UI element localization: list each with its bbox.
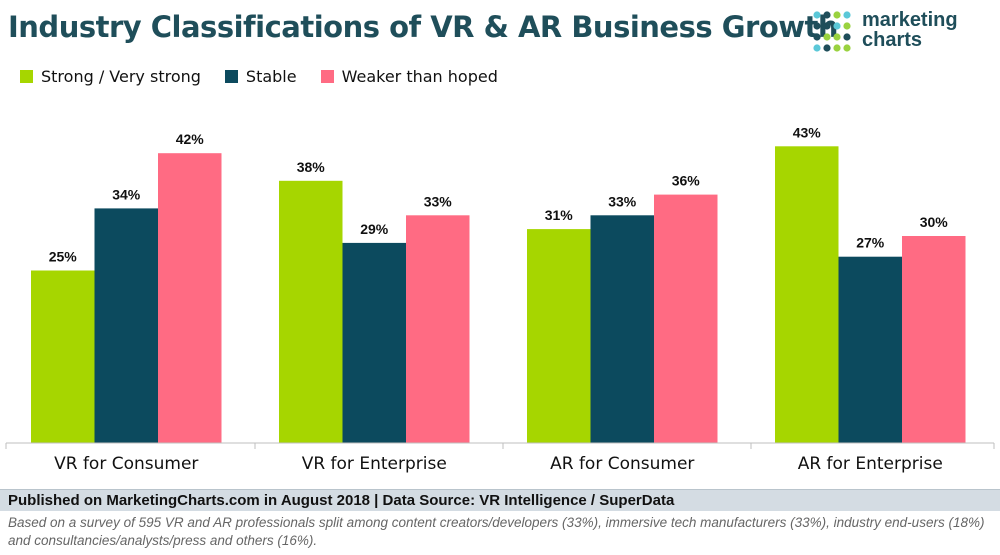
legend-swatch-weaker <box>320 69 334 83</box>
bar <box>527 229 591 443</box>
data-label: 42% <box>176 131 205 147</box>
data-label: 25% <box>49 249 78 265</box>
logo-dot <box>823 33 831 41</box>
data-label: 38% <box>297 159 326 175</box>
logo-dot <box>823 22 831 30</box>
x-tick-label: VR for Consumer <box>54 454 198 474</box>
legend-swatch-stable <box>224 69 238 83</box>
logo-dot <box>813 44 821 52</box>
footer-note: Based on a survey of 595 VR and AR profe… <box>8 515 985 548</box>
bar-chart: 25% 34% 42% VR for Consumer 38% 29% 33% VR for … <box>5 124 995 474</box>
logo-dot <box>843 22 851 30</box>
logo-dot <box>843 33 851 41</box>
data-label: 34% <box>112 186 141 202</box>
logo-dot <box>813 22 821 30</box>
data-label: 27% <box>856 235 885 251</box>
legend-item-strong: Strong / Very strong <box>20 67 201 86</box>
data-label: 43% <box>793 124 822 140</box>
logo-dot <box>843 44 851 52</box>
data-label: 36% <box>672 173 701 189</box>
bar <box>279 180 343 444</box>
bar <box>94 208 158 443</box>
logo-dot <box>813 11 821 19</box>
bar <box>406 215 470 443</box>
bar <box>775 146 839 444</box>
bar <box>838 256 902 443</box>
legend-item-weaker: Weaker than hoped <box>320 66 498 86</box>
legend-label-weaker: Weaker than hoped <box>341 66 498 86</box>
logo-dot <box>823 44 831 52</box>
legend: Strong / Very strong Stable Weaker than … <box>20 66 522 86</box>
logo-dot <box>833 44 841 52</box>
x-tick-label: AR for Consumer <box>550 454 694 474</box>
marketingcharts-logo: marketing charts <box>812 8 997 60</box>
logo-dot <box>843 11 851 19</box>
x-tick-label: AR for Enterprise <box>798 454 943 474</box>
logo-dots-icon <box>813 11 851 52</box>
legend-label-stable: Stable <box>245 66 297 86</box>
logo-dot <box>813 33 821 41</box>
legend-label-strong: Strong / Very strong <box>41 66 201 86</box>
bar <box>590 215 654 443</box>
logo-dot <box>833 11 841 19</box>
data-label: 33% <box>424 193 453 209</box>
logo-dot <box>833 33 841 41</box>
legend-swatch-strong <box>20 69 33 83</box>
chart-title: Industry Classifications of VR & AR Busi… <box>8 10 839 44</box>
data-label: 33% <box>608 193 637 209</box>
logo-line2: charts <box>862 29 923 51</box>
data-label: 30% <box>920 214 949 230</box>
logo-line1: marketing <box>862 9 958 31</box>
bar <box>902 236 966 443</box>
legend-item-stable: Stable <box>224 66 297 86</box>
data-label: 29% <box>360 221 389 237</box>
footer-bar: Published on MarketingCharts.com in Augu… <box>0 489 1000 511</box>
bar <box>654 194 718 443</box>
bar <box>31 270 95 443</box>
logo-dot <box>823 11 831 19</box>
data-label: 31% <box>545 207 574 223</box>
bar <box>342 242 406 443</box>
x-tick-label: VR for Enterprise <box>302 454 447 474</box>
bar <box>158 153 222 443</box>
logo-dot <box>833 22 841 30</box>
footer-published: Published on MarketingCharts.com in Augu… <box>8 492 675 509</box>
